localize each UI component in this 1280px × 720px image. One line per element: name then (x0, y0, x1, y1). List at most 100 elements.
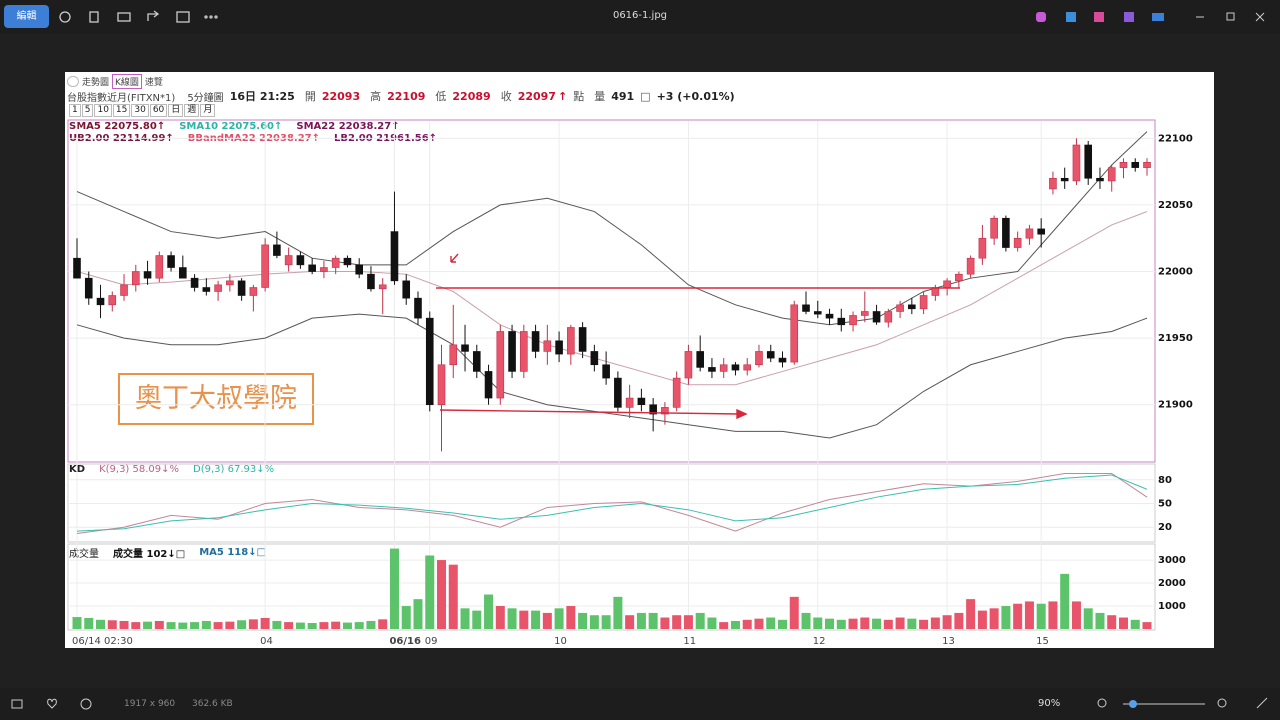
legend-item: 成交量 102↓□ (113, 549, 186, 560)
period-button[interactable]: 週 (184, 104, 200, 117)
y-tick-label: 21950 (1158, 333, 1193, 344)
volume-bar (201, 620, 211, 629)
volume-bar (1024, 601, 1034, 629)
candle-body (1143, 161, 1151, 168)
candle-body (672, 377, 681, 408)
interval: 5分鐘圖 (187, 92, 224, 104)
period-button[interactable]: 30 (131, 104, 149, 117)
candle-body (461, 344, 469, 352)
candle-body (590, 351, 599, 366)
indicator-line (76, 474, 1148, 532)
x-tick-label: 06/16 (389, 636, 421, 647)
x-tick-label: 12 (813, 636, 826, 647)
period-button[interactable]: 1 (69, 104, 81, 117)
candle-body (1002, 217, 1010, 248)
x-tick-label: 11 (683, 636, 696, 647)
candle-body (543, 340, 552, 352)
volume-bar (578, 612, 588, 629)
candle-body (155, 255, 164, 279)
volume-bar (813, 617, 823, 629)
zoom-controls (1097, 697, 1268, 709)
candle-body (143, 271, 152, 279)
candle-body (190, 277, 199, 288)
period-button[interactable]: 15 (112, 104, 131, 117)
candle-body (919, 295, 928, 310)
chart-image: 走勢圖 K線圖 速覽 台股指數近月(FITXN*1) 5分鐘圖 16日 21:2… (65, 72, 1214, 648)
volume-bar (378, 619, 388, 629)
candle-body (661, 407, 669, 415)
edit-button[interactable]: 編輯 (4, 5, 49, 28)
tab[interactable]: 走勢圖 (82, 78, 110, 88)
candle-body (1060, 177, 1069, 182)
filename: 0616-1.jpg (612, 10, 668, 21)
candle-body (1107, 167, 1116, 182)
volume-bar (589, 615, 599, 629)
volume-bar (248, 619, 258, 629)
candle-body (84, 277, 93, 299)
candle-body (625, 397, 634, 408)
candle-body (437, 364, 446, 406)
volume-bar (413, 599, 423, 629)
candle-body (567, 327, 575, 355)
volume-bar (1071, 601, 1081, 629)
candle-body (555, 340, 563, 355)
candle-body (1025, 228, 1034, 239)
volume-bar (695, 612, 705, 629)
x-tick-label: 10 (554, 636, 567, 647)
volume-bar (331, 621, 341, 629)
candle-body (861, 311, 869, 316)
candle-body (73, 257, 81, 279)
volume-bar (366, 620, 376, 629)
volume-bar (1107, 615, 1117, 629)
candle-body (131, 271, 140, 286)
volume-bar (554, 608, 564, 629)
volume-bar (836, 619, 846, 629)
tab[interactable]: K線圖 (112, 74, 142, 89)
period-button[interactable]: 月 (200, 104, 216, 117)
y-tick-label: 80 (1158, 475, 1172, 486)
volume-bar (825, 618, 835, 629)
candle-body (273, 244, 281, 256)
candle-body (167, 255, 175, 268)
candle-body (249, 287, 258, 296)
volume-bar (754, 618, 764, 629)
volume-bar (542, 612, 552, 629)
volume-bar (707, 617, 717, 629)
candle-body (284, 255, 293, 266)
volume-bar (1095, 612, 1105, 629)
candle-body (849, 315, 857, 326)
zoom[interactable]: 90% (1038, 698, 1061, 709)
indicator: SMA5 22075.80↑ (69, 121, 166, 132)
period-button[interactable]: 5 (81, 104, 94, 117)
volume-bar (425, 555, 435, 629)
volume-bar (1060, 573, 1070, 629)
volume-bar (601, 615, 611, 629)
volume-bar (1130, 619, 1140, 629)
quote-arrow: ↑ (557, 89, 568, 103)
candle-body (331, 257, 340, 268)
volume-bar (507, 608, 517, 629)
candle-body (790, 304, 799, 363)
period-button[interactable]: 10 (94, 104, 112, 117)
volume-bar (154, 620, 164, 629)
volume-bar (989, 608, 999, 629)
period-button[interactable]: 日 (168, 104, 184, 117)
volume-bar (625, 615, 635, 629)
volume-bar (660, 617, 670, 629)
candle-body (96, 297, 105, 306)
period-button[interactable]: 60 (149, 104, 168, 117)
watermark: 奧丁大叔學院 (118, 373, 314, 425)
candle-body (261, 244, 269, 288)
volume-bar (672, 615, 682, 629)
candle-body (637, 397, 646, 406)
quote-label: 高 (370, 90, 382, 103)
candle-body (355, 264, 363, 275)
window-icons (1036, 12, 1265, 22)
tab[interactable]: 速覽 (144, 78, 163, 88)
candle-body (884, 311, 893, 323)
candle-body (1037, 228, 1045, 235)
indicator: SMA10 22075.60↑ (179, 121, 283, 132)
indicator-line (76, 211, 1148, 386)
candle-body (320, 267, 328, 272)
